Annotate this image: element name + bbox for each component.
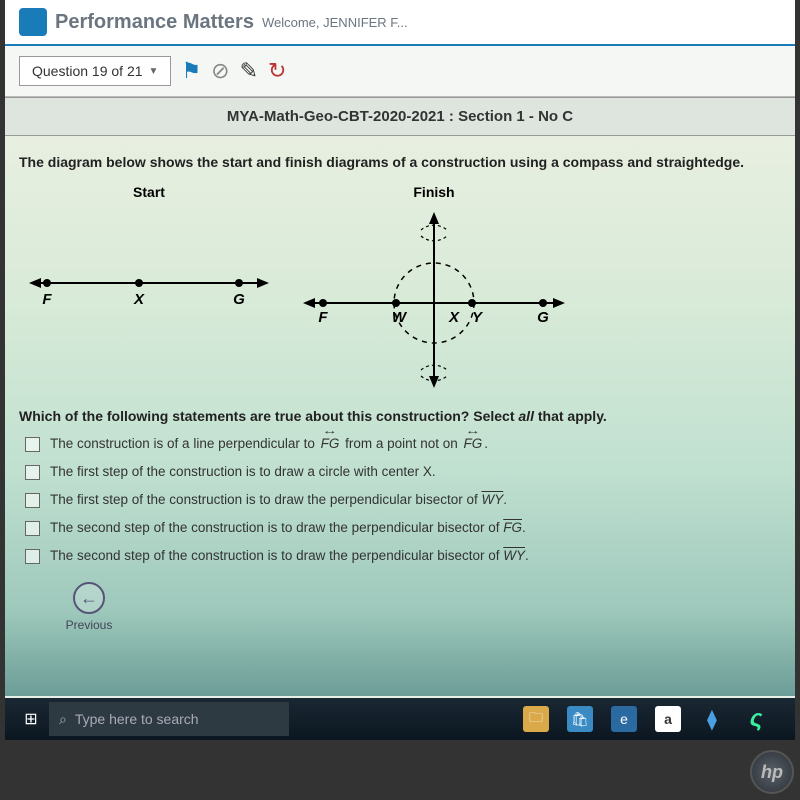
svg-text:F: F [42,291,52,308]
start-button[interactable]: ⊞ [13,702,49,736]
checkbox[interactable] [25,493,40,508]
option-5[interactable]: The second step of the construction is t… [25,548,781,564]
amazon-icon[interactable]: a [655,706,681,732]
logo-icon [19,8,47,36]
refresh-icon[interactable]: ↻ [268,58,286,84]
diagrams: Start F X G Finish [29,184,771,388]
svg-text:X: X [133,291,145,308]
svg-text:X: X [448,309,460,326]
start-diagram: Start F X G [29,184,269,318]
flag-icon[interactable]: ⚑ [181,58,201,84]
checkbox[interactable] [25,549,40,564]
checkbox[interactable] [25,465,40,480]
browser-icon[interactable]: e [611,706,637,732]
q2-post: that apply. [534,408,607,424]
dropbox-icon[interactable]: ⧫ [699,706,725,732]
search-icon: ⌕ [59,711,67,728]
svg-text:W: W [392,309,408,326]
chevron-down-icon: ▼ [149,66,159,77]
start-svg: F X G [29,208,269,318]
taskbar: ⊞ ⌕ Type here to search 🗀 🛍 e a ⧫ ς [5,698,795,740]
hp-logo-icon: hp [750,750,794,794]
store-icon[interactable]: 🛍 [567,706,593,732]
option-2[interactable]: The first step of the construction is to… [25,464,781,480]
app-screen: Performance Matters Welcome, JENNIFER F.… [5,0,795,740]
q2-em: all [518,408,534,424]
finish-svg: F W X Y G [299,208,569,388]
question-instruction: Which of the following statements are tr… [19,408,781,424]
start-label: Start [29,184,269,200]
prohibit-icon[interactable]: ⊘ [211,58,229,84]
svg-text:Y: Y [472,309,484,326]
option-4[interactable]: The second step of the construction is t… [25,520,781,536]
option-text: The first step of the construction is to… [50,464,436,479]
answer-options: The construction is of a line perpendicu… [25,436,781,564]
taskbar-icons: 🗀 🛍 e a ⧫ ς [523,706,787,732]
brand-text: Performance Matters [55,11,254,34]
folder-icon[interactable]: 🗀 [523,706,549,732]
header: Performance Matters Welcome, JENNIFER F.… [5,0,795,46]
previous-label: Previous [66,618,113,632]
welcome-text: Welcome, JENNIFER F... [262,15,408,30]
svg-text:F: F [318,309,328,326]
svg-text:G: G [233,291,245,308]
q2-pre: Which of the following statements are tr… [19,408,518,424]
previous-button[interactable]: ← Previous [59,582,119,632]
search-placeholder: Type here to search [75,711,199,727]
section-title: MYA-Math-Geo-CBT-2020-2021 : Section 1 -… [5,97,795,136]
option-text: The construction is of a line perpendicu… [50,436,488,451]
finish-diagram: Finish [299,184,569,388]
checkbox[interactable] [25,521,40,536]
question-selector[interactable]: Question 19 of 21 ▼ [19,56,171,86]
option-text: The second step of the construction is t… [50,548,529,563]
question-prompt: The diagram below shows the start and fi… [19,154,781,170]
option-text: The first step of the construction is to… [50,492,507,507]
arrow-left-icon: ← [73,582,105,614]
option-1[interactable]: The construction is of a line perpendicu… [25,436,781,452]
finish-label: Finish [299,184,569,200]
pencil-icon[interactable]: ✎ [240,58,258,84]
option-text: The second step of the construction is t… [50,520,526,535]
search-box[interactable]: ⌕ Type here to search [49,702,289,736]
svg-text:G: G [537,309,549,326]
checkbox[interactable] [25,437,40,452]
question-content: The diagram below shows the start and fi… [5,136,795,696]
option-3[interactable]: The first step of the construction is to… [25,492,781,508]
question-selector-label: Question 19 of 21 [32,63,143,79]
toolbar: Question 19 of 21 ▼ ⚑ ⊘ ✎ ↻ [5,46,795,97]
s-icon[interactable]: ς [743,706,769,732]
